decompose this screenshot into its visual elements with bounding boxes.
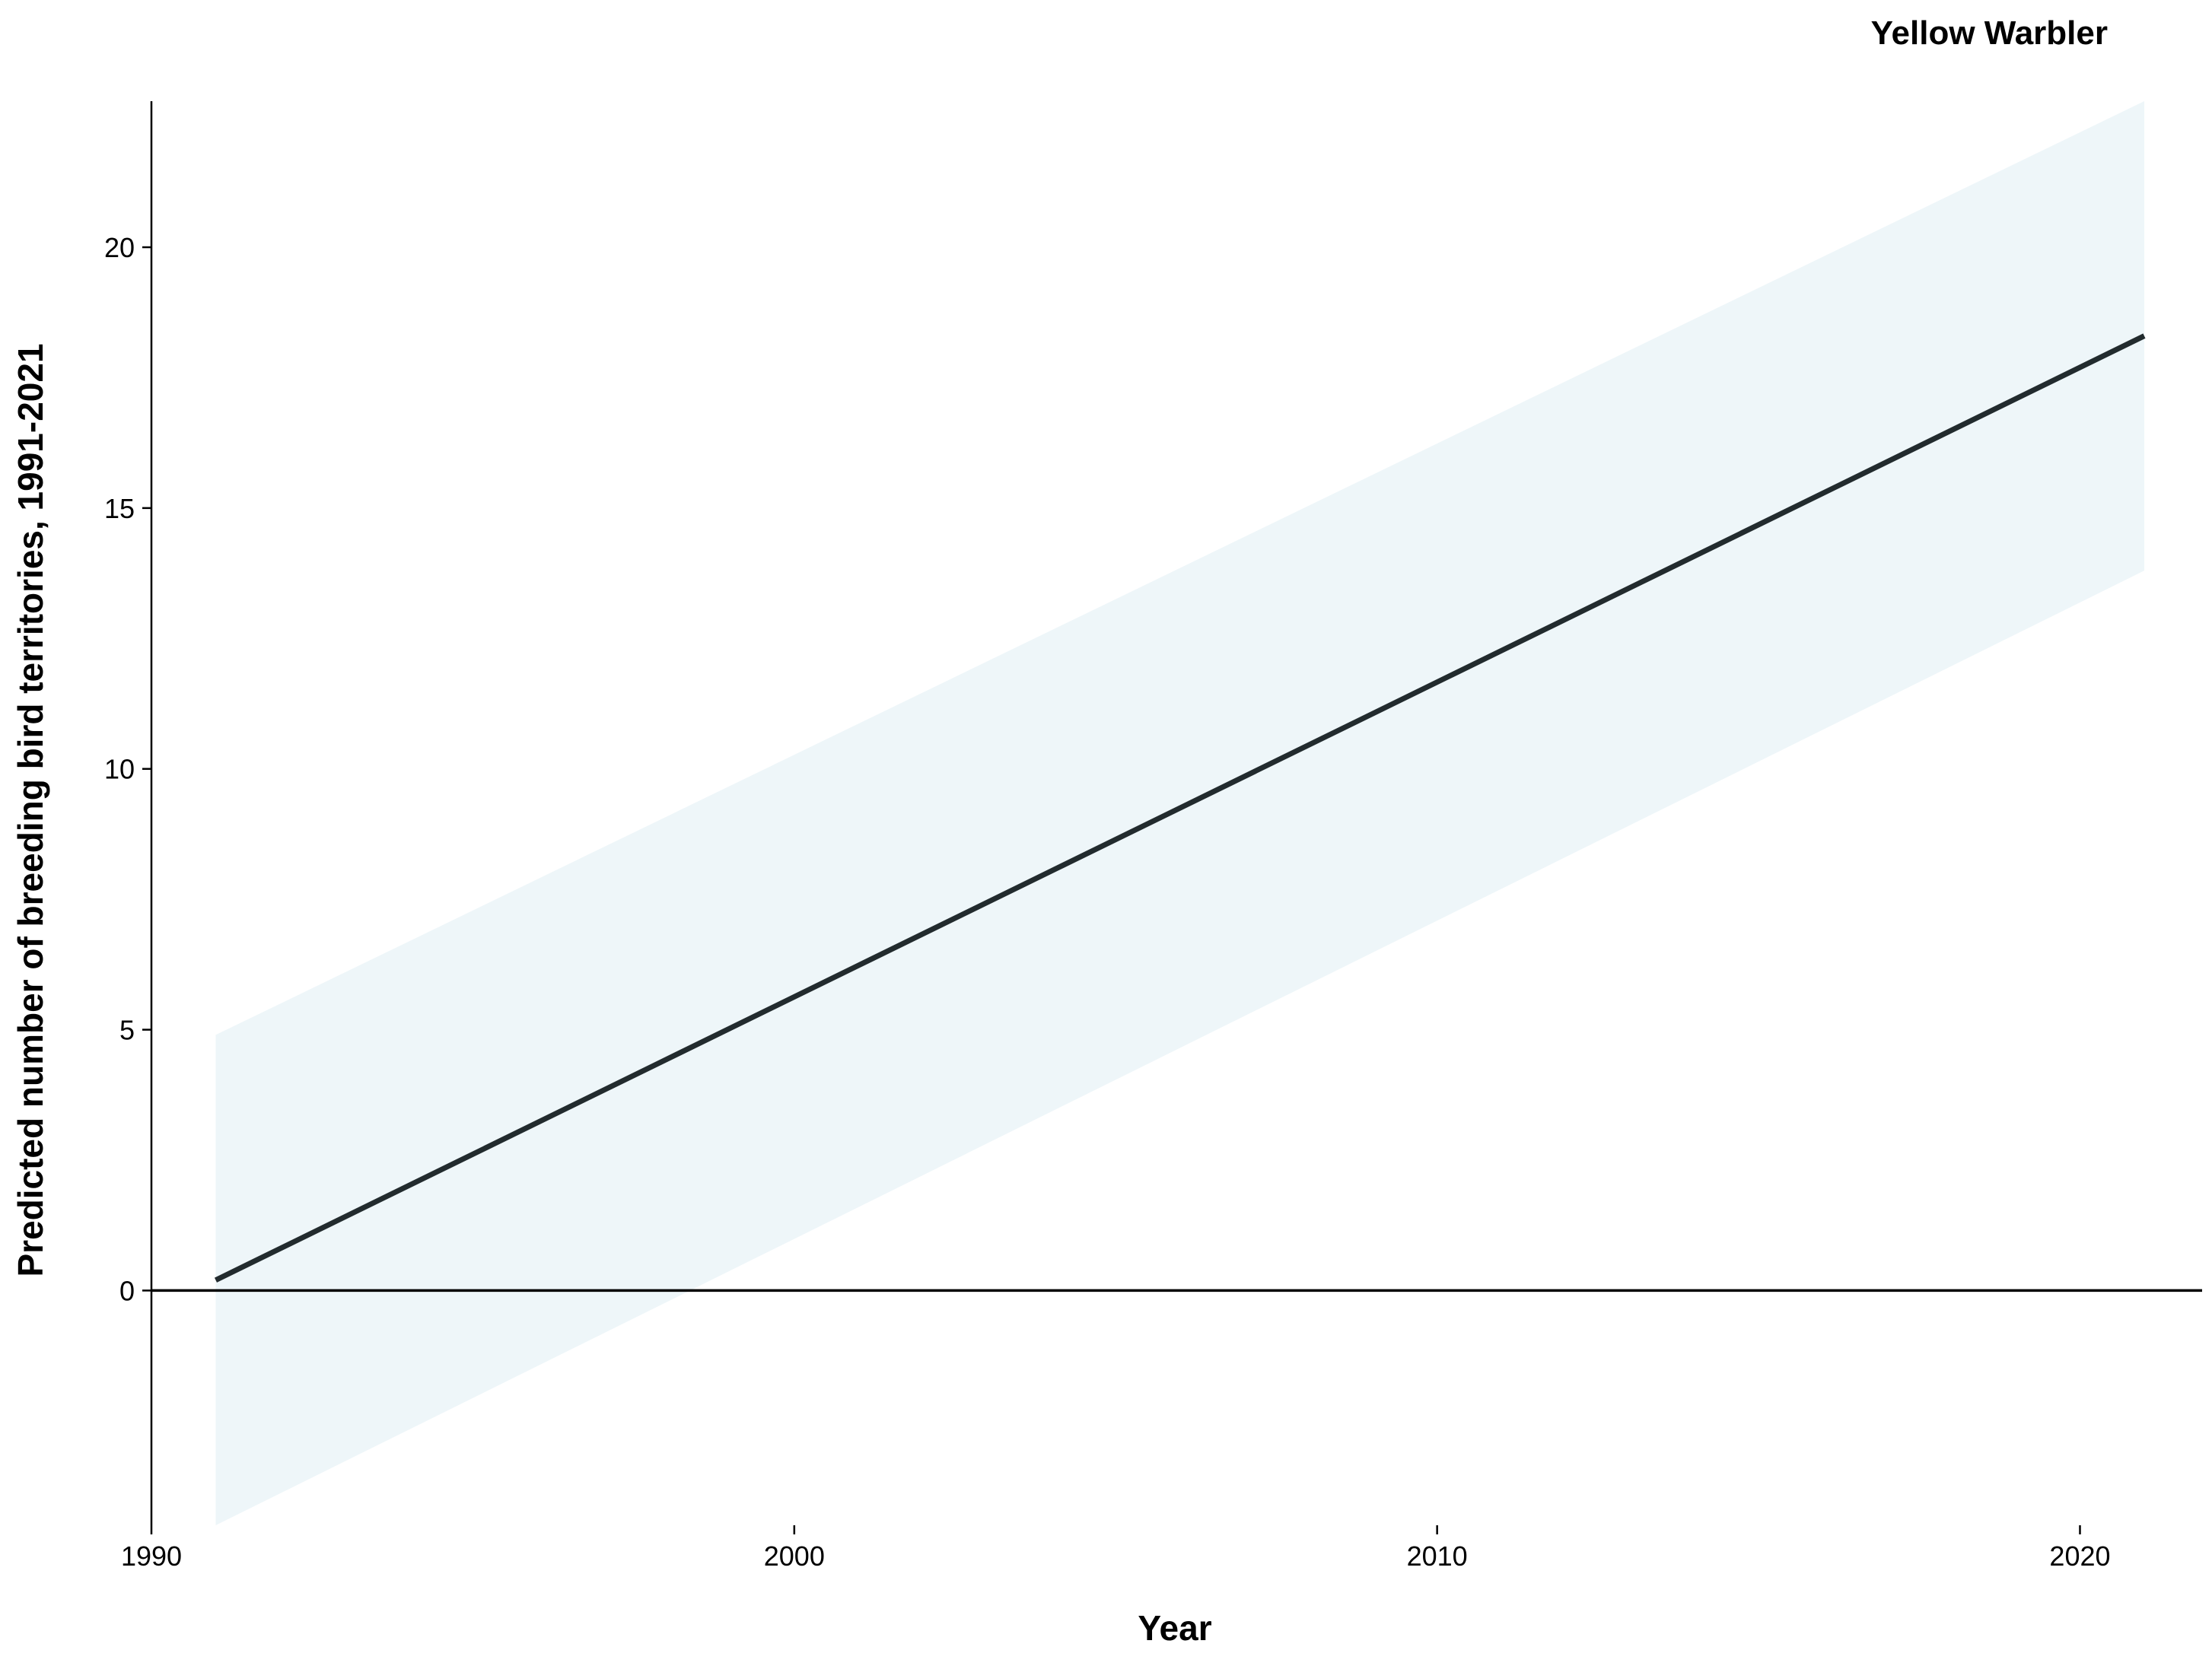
x-tick-label: 2000 xyxy=(764,1540,825,1572)
trend-line-0 xyxy=(214,333,2146,1283)
y-tick-label: 10 xyxy=(104,754,135,785)
y-tick-label: 15 xyxy=(104,493,135,524)
y-axis-label: Predicted number of breeding bird territ… xyxy=(11,343,50,1277)
chart-title: Yellow Warbler xyxy=(1871,14,2108,52)
x-tick-label: 1990 xyxy=(121,1540,182,1572)
y-tick-label: 20 xyxy=(104,232,135,263)
y-tick-label: 5 xyxy=(119,1015,135,1046)
x-tick-label: 2010 xyxy=(1407,1540,1468,1572)
confidence-band-0 xyxy=(215,101,2144,1525)
x-tick-label: 2020 xyxy=(2049,1540,2110,1572)
x-axis-label: Year xyxy=(1138,1608,1211,1648)
y-tick-label: 0 xyxy=(119,1275,135,1306)
